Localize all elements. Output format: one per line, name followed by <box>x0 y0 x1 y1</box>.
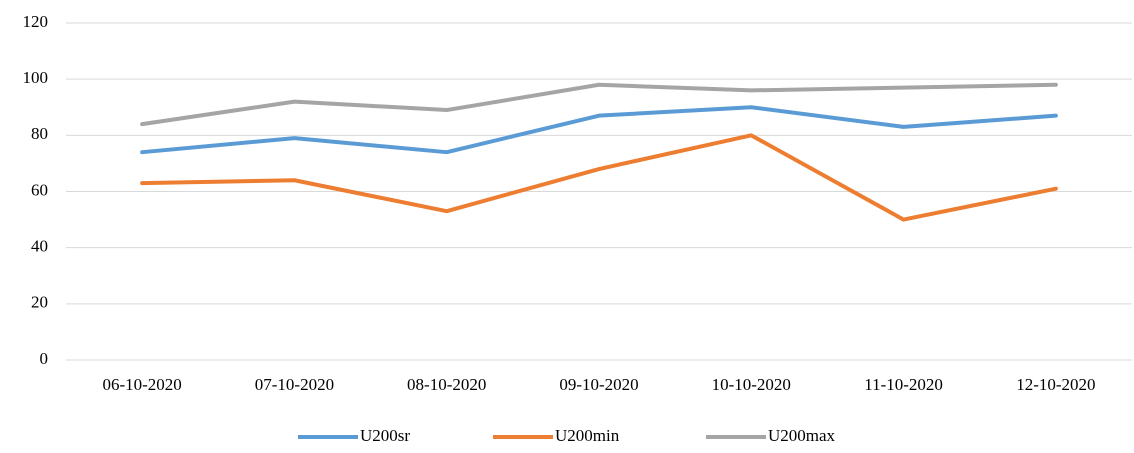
data-line <box>140 133 1058 222</box>
y-tick-label: 80 <box>31 124 48 143</box>
y-tick-label: 40 <box>31 237 48 256</box>
y-tick-label: 60 <box>31 180 48 199</box>
y-tick-label: 120 <box>23 12 49 31</box>
x-tick-label: 07-10-2020 <box>255 375 334 394</box>
legend-label: U200min <box>555 426 620 445</box>
x-tick-label: 11-10-2020 <box>864 375 943 394</box>
data-line <box>140 105 1058 155</box>
x-tick-label: 10-10-2020 <box>712 375 791 394</box>
x-tick-label: 12-10-2020 <box>1016 375 1095 394</box>
y-tick-label: 20 <box>31 293 48 312</box>
x-tick-label: 06-10-2020 <box>102 375 181 394</box>
data-line <box>140 82 1058 127</box>
y-tick-label: 0 <box>40 349 49 368</box>
y-tick-label: 100 <box>23 68 49 87</box>
x-tick-label: 08-10-2020 <box>407 375 486 394</box>
legend-label: U200sr <box>360 426 410 445</box>
x-tick-label: 09-10-2020 <box>559 375 638 394</box>
legend-label: U200max <box>768 426 836 445</box>
